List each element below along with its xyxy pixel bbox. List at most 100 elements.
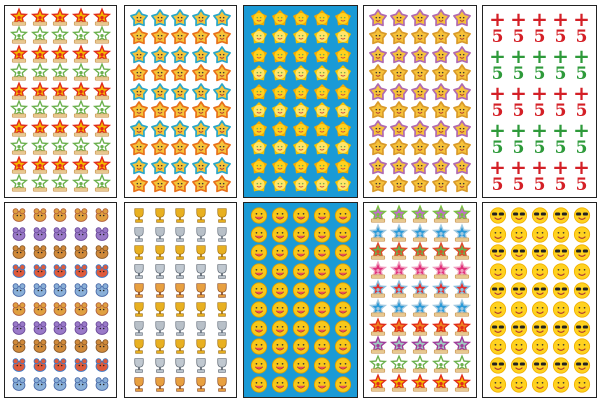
trophy-sticker-icon <box>211 262 232 281</box>
sun-sticker-icon <box>311 102 332 121</box>
cartoon-animals-sticker-icon <box>91 375 112 394</box>
sun-sticker-icon <box>248 139 269 158</box>
star-badge-sticker-icon <box>71 44 92 65</box>
star-badge-sticker-icon <box>91 173 112 195</box>
sticker-glyph: + <box>531 81 548 105</box>
sticker-sheet-flower-star <box>124 5 237 198</box>
sun-sticker-icon <box>269 176 290 195</box>
sun-sticker-icon <box>269 46 290 65</box>
star-badge-sticker-icon <box>71 99 92 121</box>
flower-star-sticker-icon <box>150 101 171 121</box>
smiling-star-sticker-icon <box>368 175 389 195</box>
smiley-sticker-icon <box>311 244 332 263</box>
sticker-glyph: 5 <box>491 101 504 121</box>
emoji-sticker-icon <box>529 319 550 338</box>
praise-star-sticker-icon <box>389 335 410 357</box>
star-badge-sticker-icon <box>30 44 51 65</box>
cartoon-animals-sticker-icon <box>91 206 112 225</box>
praise-star-sticker-icon <box>451 354 472 375</box>
smiling-star-sticker-icon <box>451 8 472 28</box>
emoji-sticker-icon <box>487 319 508 338</box>
smiling-star-sticker-icon <box>410 8 431 28</box>
praise-star-sticker-icon <box>430 317 451 338</box>
trophy-sticker-icon <box>150 375 171 394</box>
smiley-sticker-icon <box>290 375 311 394</box>
emoji-sticker-icon <box>571 338 592 357</box>
star-badge-sticker-icon <box>91 62 112 84</box>
trophy-sticker-icon <box>211 338 232 357</box>
smiley-sticker-icon <box>269 225 290 244</box>
praise-star-sticker-icon <box>430 298 451 319</box>
emoji-sticker-icon <box>529 356 550 375</box>
sticker-glyph: 5 <box>554 101 567 121</box>
emoji-sticker-icon <box>550 262 571 281</box>
star-badge-sticker-icon <box>71 7 92 28</box>
smiling-star-sticker-icon <box>451 138 472 158</box>
star-badge-sticker-icon <box>30 62 51 84</box>
sticker-sheet-trophy <box>124 202 237 398</box>
sticker-sheet-sun <box>243 5 358 198</box>
emoji-sticker-icon <box>508 262 529 281</box>
cartoon-animals-sticker-icon <box>50 244 71 263</box>
cartoon-animals-sticker-icon <box>9 262 30 281</box>
smiley-sticker-icon <box>269 281 290 300</box>
smiley-sticker-icon <box>269 375 290 394</box>
sun-sticker-icon <box>332 9 353 28</box>
praise-star-sticker-icon <box>430 354 451 375</box>
flower-star-sticker-icon <box>150 8 171 28</box>
praise-star-sticker-icon <box>368 373 389 394</box>
smiling-star-sticker-icon <box>389 138 410 158</box>
cartoon-animals-sticker-icon <box>9 244 30 263</box>
sticker-glyph: 5 <box>533 64 546 84</box>
cartoon-animals-sticker-icon <box>50 300 71 319</box>
flower-star-sticker-icon <box>191 45 212 65</box>
sun-sticker-icon <box>290 65 311 84</box>
trophy-sticker-icon <box>129 244 150 263</box>
cartoon-animals-sticker-icon <box>71 206 92 225</box>
flower-star-sticker-icon <box>129 8 150 28</box>
sticker-glyph: + <box>573 155 590 179</box>
emoji-sticker-icon <box>571 375 592 394</box>
trophy-sticker-icon <box>129 300 150 319</box>
smiling-star-sticker-icon <box>430 27 451 47</box>
cartoon-animals-sticker-icon <box>91 356 112 375</box>
star-badge-sticker-icon <box>50 25 71 47</box>
praise-star-sticker-icon <box>430 373 451 394</box>
smiling-star-sticker-icon <box>451 156 472 176</box>
sun-sticker-icon <box>332 120 353 139</box>
sticker-glyph: + <box>531 7 548 31</box>
smiley-sticker-icon <box>332 262 353 281</box>
praise-star-sticker-icon <box>410 260 431 281</box>
star-badge-sticker-icon <box>50 99 71 121</box>
cartoon-animals-sticker-icon <box>9 338 30 357</box>
smiling-star-sticker-icon <box>451 119 472 139</box>
praise-star-sticker-icon <box>430 335 451 357</box>
star-badge-sticker-icon <box>9 44 30 65</box>
smiley-sticker-icon <box>290 300 311 319</box>
praise-star-sticker-icon <box>368 260 389 281</box>
sticker-glyph: 5 <box>554 138 567 158</box>
cartoon-animals-sticker-icon <box>71 225 92 244</box>
cartoon-animals-sticker-icon <box>9 300 30 319</box>
flower-star-sticker-icon <box>211 119 232 139</box>
sticker-glyph: + <box>489 118 506 142</box>
smiley-sticker-icon <box>332 338 353 357</box>
sun-sticker-icon <box>269 102 290 121</box>
star-badge-sticker-icon <box>50 173 71 195</box>
praise-star-sticker-icon <box>451 373 472 394</box>
star-badge-sticker-icon <box>50 118 71 139</box>
sticker-glyph: 5 <box>491 64 504 84</box>
smiley-sticker-icon <box>290 281 311 300</box>
praise-star-sticker-icon <box>368 354 389 375</box>
sun-sticker-icon <box>248 102 269 121</box>
emoji-sticker-icon <box>529 244 550 263</box>
flower-star-sticker-icon <box>150 82 171 102</box>
sticker-glyph: 5 <box>533 101 546 121</box>
flower-star-sticker-icon <box>129 138 150 158</box>
trophy-sticker-icon <box>129 262 150 281</box>
praise-star-sticker-icon <box>389 298 410 319</box>
trophy-sticker-icon <box>211 225 232 244</box>
flower-star-sticker-icon <box>129 45 150 65</box>
sun-sticker-icon <box>311 46 332 65</box>
smiley-sticker-icon <box>311 356 332 375</box>
